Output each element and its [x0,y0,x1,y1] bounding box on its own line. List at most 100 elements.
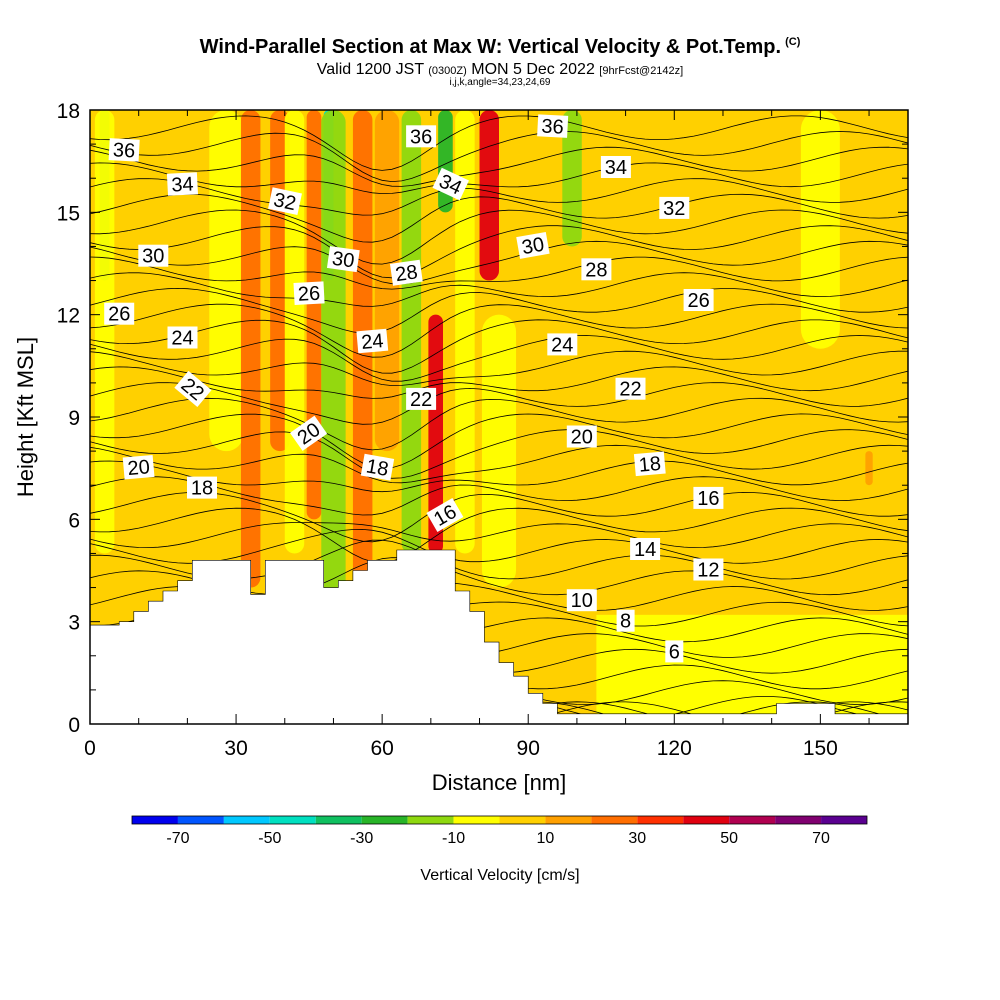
x-tick-label: 0 [84,737,96,760]
colorbar-swatch [315,816,362,824]
contour-label-box [426,498,464,533]
contour-label-text: 16 [697,488,719,510]
contour-label-text: 10 [571,590,593,612]
colorbar-swatch [361,816,408,824]
colorbar-frame [131,815,868,825]
y-tick-label: 15 [57,202,80,225]
theta-contour-line [90,256,908,290]
contour-label-text: 26 [687,290,709,312]
contour-label-box [187,476,217,499]
terrain-mask [90,549,908,724]
colorbar-swatch [545,816,592,824]
y-tick-label: 3 [68,612,80,635]
theta-contour-line [90,350,908,387]
colorbar-swatch [132,816,178,824]
contour-label-text: 24 [171,328,193,350]
contour-label-text: 32 [272,189,298,215]
theta-contour-line [90,335,908,382]
theta-contour-line [90,429,908,479]
contour-label-box [566,589,597,612]
colorbar-swatch [407,816,454,824]
contour-label-text: 28 [585,259,607,281]
contour-label-box [174,370,212,408]
theta-contour-line [90,146,908,187]
contour-label-box [693,486,724,509]
contour-label-text: 36 [410,126,432,148]
contour-label: 34 [166,172,199,197]
contour-label-text: 14 [634,539,656,561]
contour-label-box [665,640,684,663]
colorbar-tick-label: 70 [812,830,830,847]
theta-contour-line [90,397,908,451]
contour-label-text: 26 [297,283,320,306]
contour-label-box [360,453,395,481]
velocity-band [284,110,305,554]
y-tick-label: 12 [57,305,80,328]
contour-label-box [108,138,140,162]
contour-label-box [516,231,550,259]
x-tick-label: 30 [224,737,247,760]
contour-label-box [167,326,198,349]
contour-label-box [268,187,302,216]
theta-contour-line [90,178,908,216]
contour-label: 24 [167,326,198,350]
contour-label-text: 36 [541,116,564,139]
theta-contour-line [90,225,908,279]
theta-contour-line [90,528,908,564]
contour-label: 20 [566,425,597,449]
y-tick-label: 18 [57,100,80,123]
theta-contour-line [90,287,908,334]
contour-label: 8 [616,609,635,633]
contour-label-text: 24 [551,334,573,356]
theta-contour-line [90,382,908,425]
contour-label-text: 18 [638,453,662,477]
chart-title: Wind-Parallel Section at Max W: Vertical… [199,36,801,58]
contour-label: 22 [615,377,646,401]
colorbar-swatch [683,816,730,824]
contour-label-box [537,114,569,138]
contour-label-box [633,451,666,477]
contour-label-text: 30 [331,248,356,273]
colorbar-swatch [177,816,224,824]
y-tick-label: 0 [68,714,80,737]
contour-label-box [122,454,155,480]
velocity-band [800,110,840,349]
y-tick-label: 9 [68,407,80,430]
chart-subtitle: Valid 1200 JST (0300Z) MON 5 Dec 2022 [9… [316,61,684,78]
colorbar: -70 -50 -30 -10 10 30 50 70 Vertical Velocity [c… [131,815,868,884]
contour-label-text: 34 [171,173,194,196]
contour-label-text: 24 [360,330,384,354]
contour-label: 12 [693,558,724,582]
theta-contour-line [90,115,908,171]
contour-label: 18 [187,476,217,500]
contour-label-box [293,281,325,305]
theta-contour-line [90,413,908,469]
velocity-band [455,110,475,554]
contour-label-box [406,387,437,410]
velocity-band [321,110,346,622]
contour-label-box [406,125,437,148]
contour-label-text: 20 [127,456,151,480]
theta-contour-line [90,193,908,243]
contour-label-text: 28 [394,261,419,286]
contour-label-box [616,609,635,632]
x-tick-label: 120 [657,737,692,760]
contour-label-box [693,558,724,581]
theta-contour-line [90,507,908,564]
contour-label: 14 [630,538,661,561]
velocity-band [306,110,322,520]
contour-label-box [600,156,631,178]
contour-label: 28 [581,258,612,281]
contour-label-box [659,196,690,219]
contour-label-text: 6 [669,641,680,663]
y-axis-title: Height [Kft MSL] [13,337,38,497]
colorbar-tick-label: 30 [628,830,646,847]
colorbar-swatch [499,816,546,824]
colorbar-tick-label: -10 [442,830,465,847]
velocity-field [94,110,908,724]
chart-index-line: i,j,k,angle=34,23,24,69 [449,77,551,88]
velocity-band [428,314,444,554]
contour-label-text: 18 [364,455,390,481]
contour-label-box [432,167,469,201]
